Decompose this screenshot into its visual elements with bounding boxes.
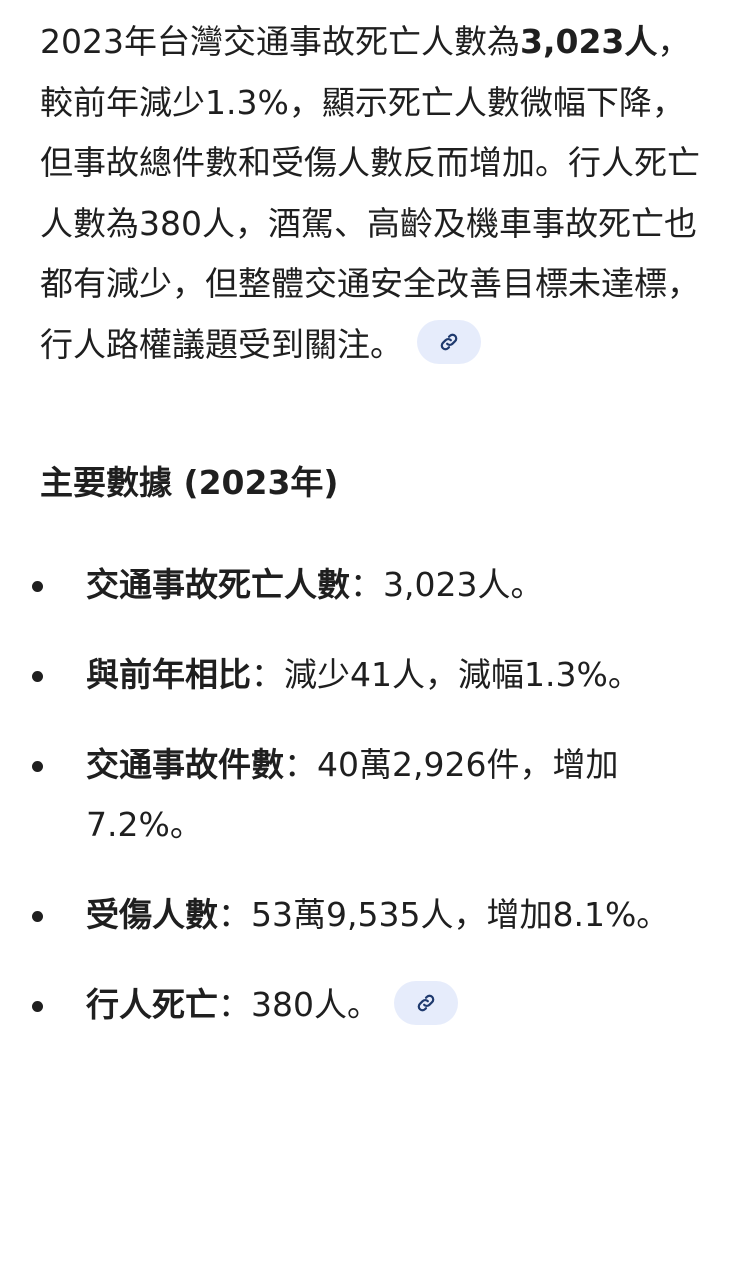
- item-text: ：3,023人。: [350, 565, 544, 604]
- item-label: 交通事故件數: [86, 745, 284, 784]
- stats-list: 交通事故死亡人數：3,023人。 與前年相比：減少41人，減幅1.3%。 交通事…: [32, 555, 710, 1035]
- bullet: [32, 581, 43, 592]
- answer-content: 2023年台灣交通事故死亡人數為3,023人，較前年減少1.3%，顯示死亡人數微…: [32, 12, 710, 1065]
- list-item: 受傷人數：53萬9,535人，增加8.1%。: [32, 885, 710, 945]
- list-item: 交通事故件數：40萬2,926件，增加7.2%。: [32, 735, 710, 855]
- citation-button[interactable]: [417, 320, 481, 364]
- list-item: 與前年相比：減少41人，減幅1.3%。: [32, 645, 710, 705]
- item-label: 受傷人數: [86, 895, 218, 934]
- bullet: [32, 761, 43, 772]
- item-text: ：380人。: [218, 985, 380, 1024]
- link-icon: [440, 333, 458, 351]
- item-label: 交通事故死亡人數: [86, 565, 350, 604]
- item-label: 與前年相比: [86, 655, 251, 694]
- section-heading: 主要數據 (2023年): [40, 463, 339, 502]
- item-label: 行人死亡: [86, 985, 218, 1024]
- summary-text: ，較前年減少1.3%，顯示死亡人數微幅下降，但事故總件數和受傷人數反而增加。行人…: [40, 22, 700, 364]
- item-text: ：40萬2,926件，增加7.2%。: [86, 745, 619, 844]
- bullet: [32, 911, 43, 922]
- list-item: 交通事故死亡人數：3,023人。: [32, 555, 710, 615]
- summary-text: 2023年台灣交通事故死亡人數為: [40, 22, 520, 61]
- link-icon: [417, 994, 435, 1011]
- item-text: ：減少41人，減幅1.3%。: [251, 655, 641, 694]
- bullet: [32, 671, 43, 682]
- list-item: 行人死亡：380人。: [32, 975, 710, 1035]
- item-text: ：53萬9,535人，增加8.1%。: [218, 895, 670, 934]
- citation-button[interactable]: [394, 980, 458, 1025]
- bullet: [32, 1001, 43, 1012]
- summary-paragraph: 2023年台灣交通事故死亡人數為3,023人，較前年減少1.3%，顯示死亡人數微…: [40, 12, 710, 375]
- summary-bold: 3,023人: [519, 22, 658, 61]
